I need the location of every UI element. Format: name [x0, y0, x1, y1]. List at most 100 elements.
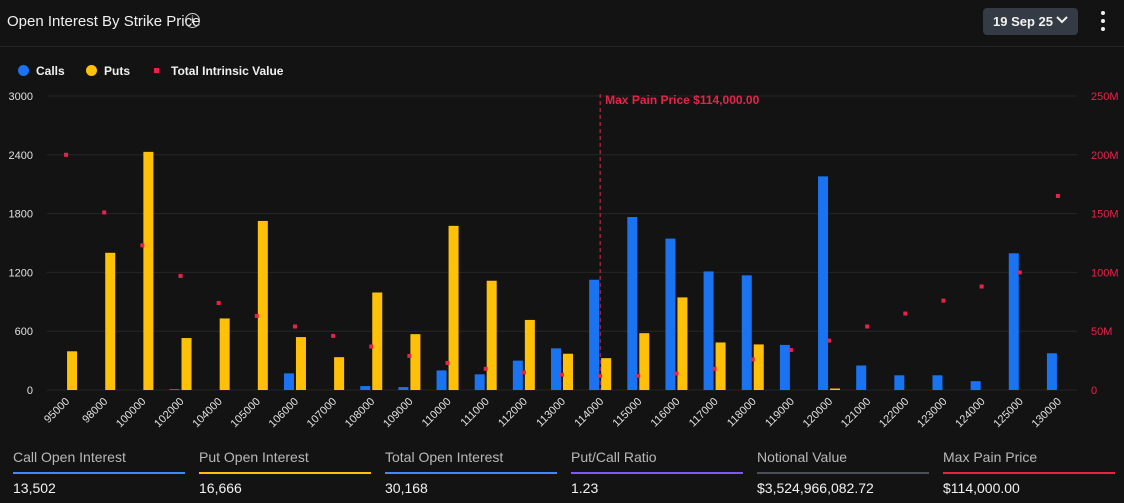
intrinsic-value-point — [1017, 270, 1022, 275]
stat-underline — [943, 472, 1115, 474]
put-bar — [830, 388, 841, 390]
y-right-tick-label: 200M — [1091, 150, 1119, 162]
call-bar — [856, 365, 867, 390]
stat-underline — [13, 472, 185, 474]
put-bar — [143, 151, 154, 390]
call-bar — [970, 381, 981, 390]
stat-label: Total Open Interest — [385, 449, 504, 465]
legend-intrinsic-label: Total Intrinsic Value — [171, 64, 284, 78]
put-bar — [715, 342, 726, 390]
call-bar — [741, 275, 752, 390]
y-right-tick-label: 150M — [1091, 209, 1119, 221]
intrinsic-value-point — [331, 333, 336, 338]
call-bar — [1008, 253, 1019, 390]
stat-label: Max Pain Price — [943, 449, 1038, 465]
intrinsic-value-point — [407, 353, 412, 358]
stat-label: Put Open Interest — [199, 449, 309, 465]
x-tick-label: 105000 — [228, 396, 262, 430]
intrinsic-value-point — [750, 357, 755, 362]
put-bar — [372, 292, 383, 390]
intrinsic-value-point — [941, 298, 946, 303]
intrinsic-value-point — [674, 371, 679, 376]
intrinsic-value-point — [712, 366, 717, 371]
put-bar — [105, 252, 116, 390]
call-bar — [589, 279, 600, 390]
call-bar — [1046, 353, 1057, 390]
x-tick-label: 111000 — [459, 396, 492, 429]
x-tick-label: 100000 — [114, 396, 148, 430]
stat-underline — [757, 472, 929, 474]
x-tick-label: 114000 — [572, 396, 606, 430]
intrinsic-value-point — [254, 313, 259, 318]
open-interest-chart: Max Pain Price $114,000.00 0 0 600 50M 1200 1… — [9, 91, 1119, 430]
put-bar — [257, 220, 268, 390]
stat-underline — [385, 472, 557, 474]
put-bar — [295, 337, 306, 390]
summary-stats: Call Open Interest 13,502 Put Open Inter… — [0, 445, 1124, 503]
y-left-tick-label: 1800 — [9, 209, 33, 221]
x-tick-label: 112000 — [496, 396, 530, 430]
x-tick-label: 95000 — [42, 396, 72, 426]
intrinsic-value-point — [445, 360, 450, 365]
x-tick-label: 121000 — [839, 396, 873, 430]
more-options-icon[interactable] — [1097, 10, 1109, 32]
intrinsic-value-point — [140, 243, 145, 248]
x-tick-label: 125000 — [991, 396, 1025, 430]
call-bar — [512, 360, 523, 390]
x-tick-label: 108000 — [343, 396, 377, 430]
call-bar — [627, 217, 638, 390]
x-tick-label: 123000 — [915, 396, 949, 430]
y-left-tick-label: 1200 — [9, 267, 33, 279]
header: Open Interest By Strike Price i 19 Sep 2… — [0, 0, 1124, 47]
page-title: Open Interest By Strike Price — [7, 13, 201, 30]
x-tick-label: 110000 — [420, 396, 454, 430]
intrinsic-value-point — [865, 324, 870, 329]
put-bar — [334, 357, 345, 390]
put-bar — [448, 225, 459, 390]
x-tick-label: 124000 — [953, 396, 987, 430]
intrinsic-value-point — [64, 152, 69, 157]
x-tick-label: 106000 — [267, 396, 301, 430]
put-bar — [563, 353, 573, 390]
intrinsic-value-point — [178, 273, 183, 278]
stat-value: $114,000.00 — [943, 480, 1020, 496]
x-tick-label: 109000 — [381, 396, 415, 430]
x-tick-label: 115000 — [611, 396, 645, 430]
intrinsic-value-point — [560, 372, 564, 377]
x-tick-label: 102000 — [152, 396, 186, 430]
x-tick-label: 118000 — [725, 396, 759, 430]
intrinsic-legend-marker — [154, 68, 159, 73]
max-pain-label: Max Pain Price $114,000.00 — [605, 93, 759, 107]
stat-label: Call Open Interest — [13, 449, 126, 465]
put-bar — [219, 318, 230, 390]
x-tick-label: 113000 — [534, 396, 568, 430]
call-bar — [398, 387, 409, 390]
y-left-tick-label: 3000 — [9, 91, 33, 103]
call-bar — [779, 344, 790, 390]
y-left-tick-label: 0 — [27, 385, 33, 397]
puts-legend-marker — [86, 65, 97, 76]
put-bar — [181, 338, 192, 390]
intrinsic-value-point — [483, 366, 488, 371]
call-bar — [703, 271, 714, 390]
x-tick-label: 130000 — [1030, 396, 1064, 430]
stat-label: Put/Call Ratio — [571, 449, 657, 465]
stat-value: 1.23 — [571, 480, 599, 496]
stat-underline — [571, 472, 743, 474]
call-bar — [360, 386, 371, 390]
intrinsic-value-point — [1055, 193, 1060, 198]
intrinsic-value-point — [979, 284, 984, 289]
intrinsic-value-point — [903, 311, 908, 316]
x-tick-label: 120000 — [801, 396, 835, 430]
intrinsic-value-point — [788, 348, 793, 353]
put-bar — [486, 280, 497, 390]
calls-legend-marker — [18, 65, 29, 76]
call-bar — [169, 389, 180, 390]
put-bar — [677, 297, 688, 390]
call-bar — [283, 373, 294, 390]
put-bar — [67, 351, 78, 390]
call-bar — [894, 375, 905, 390]
call-bar — [818, 176, 829, 390]
expiry-date-dropdown[interactable]: 19 Sep 25 — [983, 8, 1078, 35]
info-icon[interactable]: i — [185, 13, 200, 28]
